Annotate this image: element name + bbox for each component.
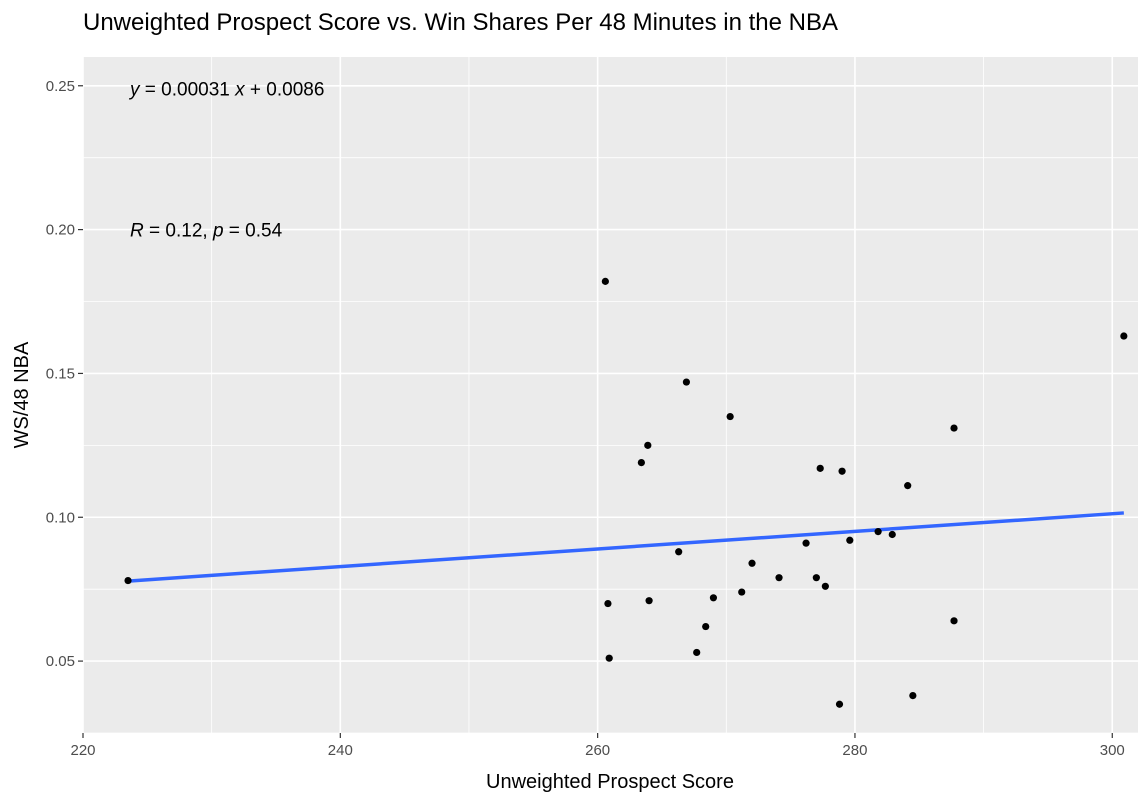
- data-point: [637, 459, 645, 467]
- correlation-r-value: = 0.12,: [144, 221, 213, 242]
- equation-y-variable: y: [128, 80, 141, 101]
- data-point: [812, 574, 820, 582]
- minor-gridlines: [83, 57, 1138, 734]
- data-point: [802, 539, 810, 547]
- data-point: [950, 617, 958, 625]
- data-point: [816, 464, 824, 472]
- y-tick-label: 0.05: [46, 653, 75, 670]
- data-point: [909, 692, 917, 700]
- x-tick-label: 240: [328, 742, 353, 759]
- data-point: [645, 597, 653, 605]
- chart-title: Unweighted Prospect Score vs. Win Shares…: [83, 9, 838, 36]
- x-tick-label: 280: [842, 742, 867, 759]
- data-point: [846, 536, 854, 544]
- regression-equation-annotation: y = 0.00031 x + 0.0086: [128, 80, 324, 101]
- equation-slope-part: = 0.00031: [140, 80, 236, 101]
- y-axis-title: WS/48 NBA: [11, 341, 33, 448]
- data-point: [835, 700, 844, 708]
- correlation-p-value: = 0.54: [224, 221, 283, 242]
- equation-x-variable: x: [234, 80, 246, 101]
- data-point: [748, 559, 756, 567]
- correlation-p-variable: p: [212, 221, 224, 242]
- x-tick-label: 300: [1100, 742, 1125, 759]
- equation-intercept-part: + 0.0086: [245, 80, 325, 101]
- data-point: [821, 582, 829, 590]
- data-point: [874, 528, 882, 536]
- x-tick-label: 220: [70, 742, 95, 759]
- x-tick-label: 260: [585, 742, 610, 759]
- correlation-r-variable: R: [130, 221, 144, 242]
- y-axis-ticks: 0.05 0.10 0.15 0.20 0.25: [46, 78, 83, 670]
- data-point: [644, 441, 652, 449]
- data-point: [726, 412, 734, 421]
- data-points: [124, 277, 1128, 708]
- data-point: [604, 599, 612, 608]
- data-point: [888, 530, 896, 539]
- data-point: [682, 378, 691, 386]
- major-gridlines: [82, 57, 1138, 733]
- data-point: [601, 277, 609, 285]
- data-point: [1120, 332, 1128, 340]
- y-tick-label: 0.20: [46, 222, 75, 239]
- x-axis-ticks: 220 240 260 280 300: [70, 733, 1125, 759]
- correlation-annotation: R = 0.12, p = 0.54: [130, 221, 283, 242]
- data-point: [738, 588, 746, 596]
- y-tick-label: 0.25: [46, 78, 75, 95]
- y-tick-label: 0.10: [46, 509, 75, 526]
- data-point: [950, 424, 958, 432]
- data-point: [675, 548, 683, 556]
- data-point: [124, 576, 132, 585]
- regression-line: [127, 511, 1124, 583]
- x-axis-title: Unweighted Prospect Score: [486, 771, 734, 793]
- data-point: [605, 654, 613, 662]
- plot-panel: [83, 57, 1138, 733]
- data-point: [838, 467, 846, 475]
- data-point: [709, 594, 718, 602]
- data-point: [775, 574, 783, 582]
- y-tick-label: 0.15: [46, 365, 75, 382]
- data-point: [904, 482, 912, 490]
- data-point: [693, 648, 701, 657]
- data-point: [702, 622, 710, 631]
